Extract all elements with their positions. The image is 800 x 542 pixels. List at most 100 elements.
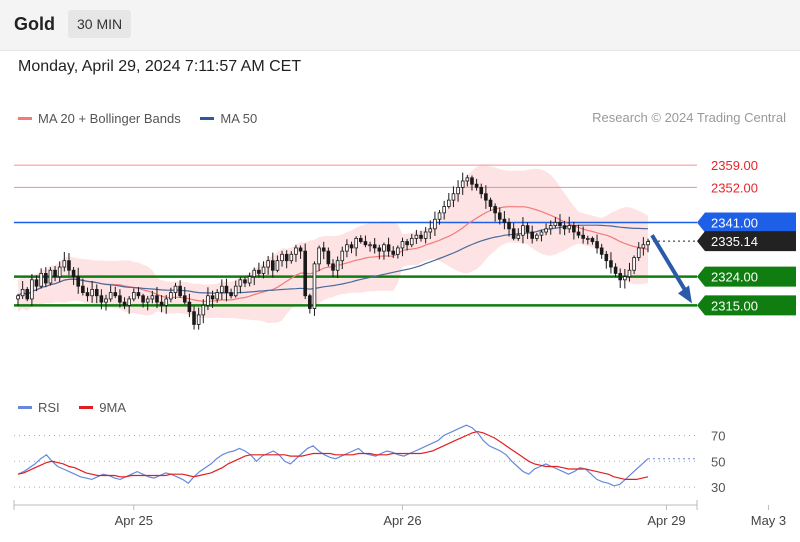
candle [224,278,229,302]
rsi-legend-label: RSI [38,400,60,416]
candle [243,277,247,288]
candle [81,278,85,296]
candle-body [229,292,233,297]
candle [349,241,354,254]
candle [479,183,484,199]
candle-body [386,244,391,252]
candle [229,288,233,299]
candle-body [340,250,345,262]
candle-body [396,247,400,255]
rsi-ma-swatch [79,406,94,410]
candle [539,229,544,242]
candle-body [266,260,270,268]
candle [326,247,331,267]
timeframe-badge[interactable]: 30 MIN [68,10,132,38]
candle [405,238,409,251]
candle-body [85,292,90,297]
candle-body [525,225,530,233]
candle [16,293,20,306]
candle [613,263,618,278]
candle-body [321,247,326,252]
candle [173,282,178,299]
candle [581,226,585,244]
candle-body [544,228,548,233]
candle-body [497,212,502,220]
candle [187,293,192,318]
candle-body [34,279,39,287]
candle-body [308,295,312,309]
candle-body [48,269,53,284]
candle [34,275,39,292]
candle-body [298,247,303,252]
candle [535,232,539,242]
candle-body [164,298,169,306]
candle-body [345,244,349,252]
candle-body [377,247,382,252]
candle-body [470,177,474,185]
candles-layer [16,172,650,330]
candle-body [76,276,81,287]
ma50-swatch [200,117,215,121]
candle-body [270,260,275,271]
ma50-line [17,224,649,297]
candle [331,259,335,278]
candle [372,237,377,254]
candle [210,290,215,308]
candle [275,255,280,273]
candle-body [646,241,650,246]
candle-body [507,222,511,230]
candle-body [145,298,150,303]
candle-body [224,285,229,293]
candle-body [632,257,636,271]
candle [623,269,627,289]
candle [646,238,650,253]
level-label: 2315.00 [711,298,758,313]
candle-body [414,234,419,239]
candle-body [409,237,414,246]
candle-body [104,298,108,303]
candle [298,245,303,259]
candle [437,209,442,225]
candle [604,250,609,269]
candle-body [391,250,396,255]
candle-body [539,231,544,236]
candle [386,237,391,257]
candle-body [562,225,567,230]
candle [423,226,428,244]
candle-body [423,231,428,239]
candle-body [289,253,294,262]
candle [150,290,155,304]
candle [25,287,30,302]
candle [303,243,308,300]
candle-body [572,225,576,233]
bollinger-band [18,165,648,324]
candle [76,267,81,294]
candle-body [20,288,25,297]
level-tag-support: 2315.00 [697,295,796,316]
candle-body [233,285,238,297]
level-label: 2324.00 [711,270,758,285]
candle-body [465,177,470,182]
candle-body [257,269,261,274]
candle [419,230,423,242]
candle [247,272,252,287]
candle-body [243,279,247,284]
candle [502,211,507,230]
candle-body [182,295,187,303]
rsi-panel: 70 50 30 [14,424,725,495]
candle-body [196,314,201,325]
candle-body [613,266,618,274]
candle [470,175,474,191]
candle [382,242,386,260]
candle [396,245,400,259]
candle [632,255,636,275]
candle-body [127,298,131,306]
candle [433,211,437,236]
candle-body [502,218,507,223]
candle [57,261,62,282]
candle [215,289,219,303]
candle [308,293,312,314]
candle-body [382,244,386,252]
forecast-arrow-head [678,285,692,304]
